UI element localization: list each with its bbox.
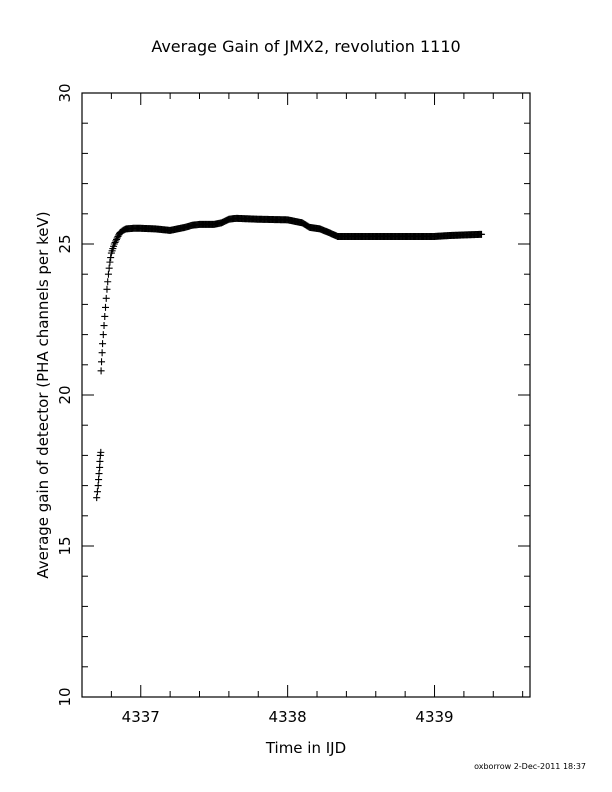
data-point-marker bbox=[95, 470, 103, 478]
data-points bbox=[93, 214, 486, 502]
y-tick-label: 10 bbox=[56, 687, 74, 706]
data-point-marker bbox=[104, 270, 112, 278]
x-tick-label: 4339 bbox=[415, 708, 453, 726]
data-point-marker bbox=[95, 476, 103, 484]
plot-frame bbox=[81, 92, 531, 698]
data-point-marker bbox=[94, 482, 102, 490]
y-axis-label: Average gain of detector (PHA channels p… bbox=[34, 211, 52, 578]
data-point-marker bbox=[99, 340, 107, 348]
chart-title: Average Gain of JMX2, revolution 1110 bbox=[151, 37, 460, 56]
y-tick-label: 25 bbox=[56, 234, 74, 253]
data-point-marker bbox=[112, 237, 120, 245]
data-point-marker bbox=[104, 278, 112, 286]
y-tick-label: 30 bbox=[56, 83, 74, 102]
data-point-marker bbox=[93, 488, 101, 496]
data-point-marker bbox=[98, 358, 106, 366]
x-tick-label: 4337 bbox=[122, 708, 160, 726]
data-point-marker bbox=[105, 264, 113, 272]
data-point-marker bbox=[102, 303, 110, 311]
axis-ticks bbox=[81, 92, 530, 698]
data-point-marker bbox=[102, 294, 110, 302]
footer-credit: oxborrow 2-Dec-2011 18:37 bbox=[474, 762, 586, 771]
data-point-marker bbox=[100, 322, 108, 330]
y-tick-label: 15 bbox=[56, 536, 74, 555]
data-point-marker bbox=[97, 367, 105, 375]
data-point-marker bbox=[478, 230, 486, 238]
data-point-marker bbox=[107, 254, 115, 262]
data-point-marker bbox=[113, 235, 121, 243]
data-point-marker bbox=[96, 457, 104, 465]
x-tick-label: 4338 bbox=[269, 708, 307, 726]
data-point-marker bbox=[103, 285, 111, 293]
y-tick-label: 20 bbox=[56, 385, 74, 404]
data-point-marker bbox=[96, 463, 104, 471]
data-point-marker bbox=[98, 349, 106, 357]
data-point-marker bbox=[106, 258, 114, 266]
data-point-marker bbox=[110, 240, 118, 248]
data-point-marker bbox=[113, 234, 121, 242]
x-axis-label: Time in IJD bbox=[265, 739, 346, 757]
data-point-marker bbox=[93, 494, 101, 502]
axis-tick-labels: 10 15 20 25 30 4337 4338 4339 bbox=[56, 83, 454, 726]
data-point-marker bbox=[111, 238, 119, 246]
data-point-marker bbox=[101, 312, 109, 320]
data-point-marker bbox=[99, 331, 107, 339]
data-point-marker bbox=[97, 448, 105, 456]
